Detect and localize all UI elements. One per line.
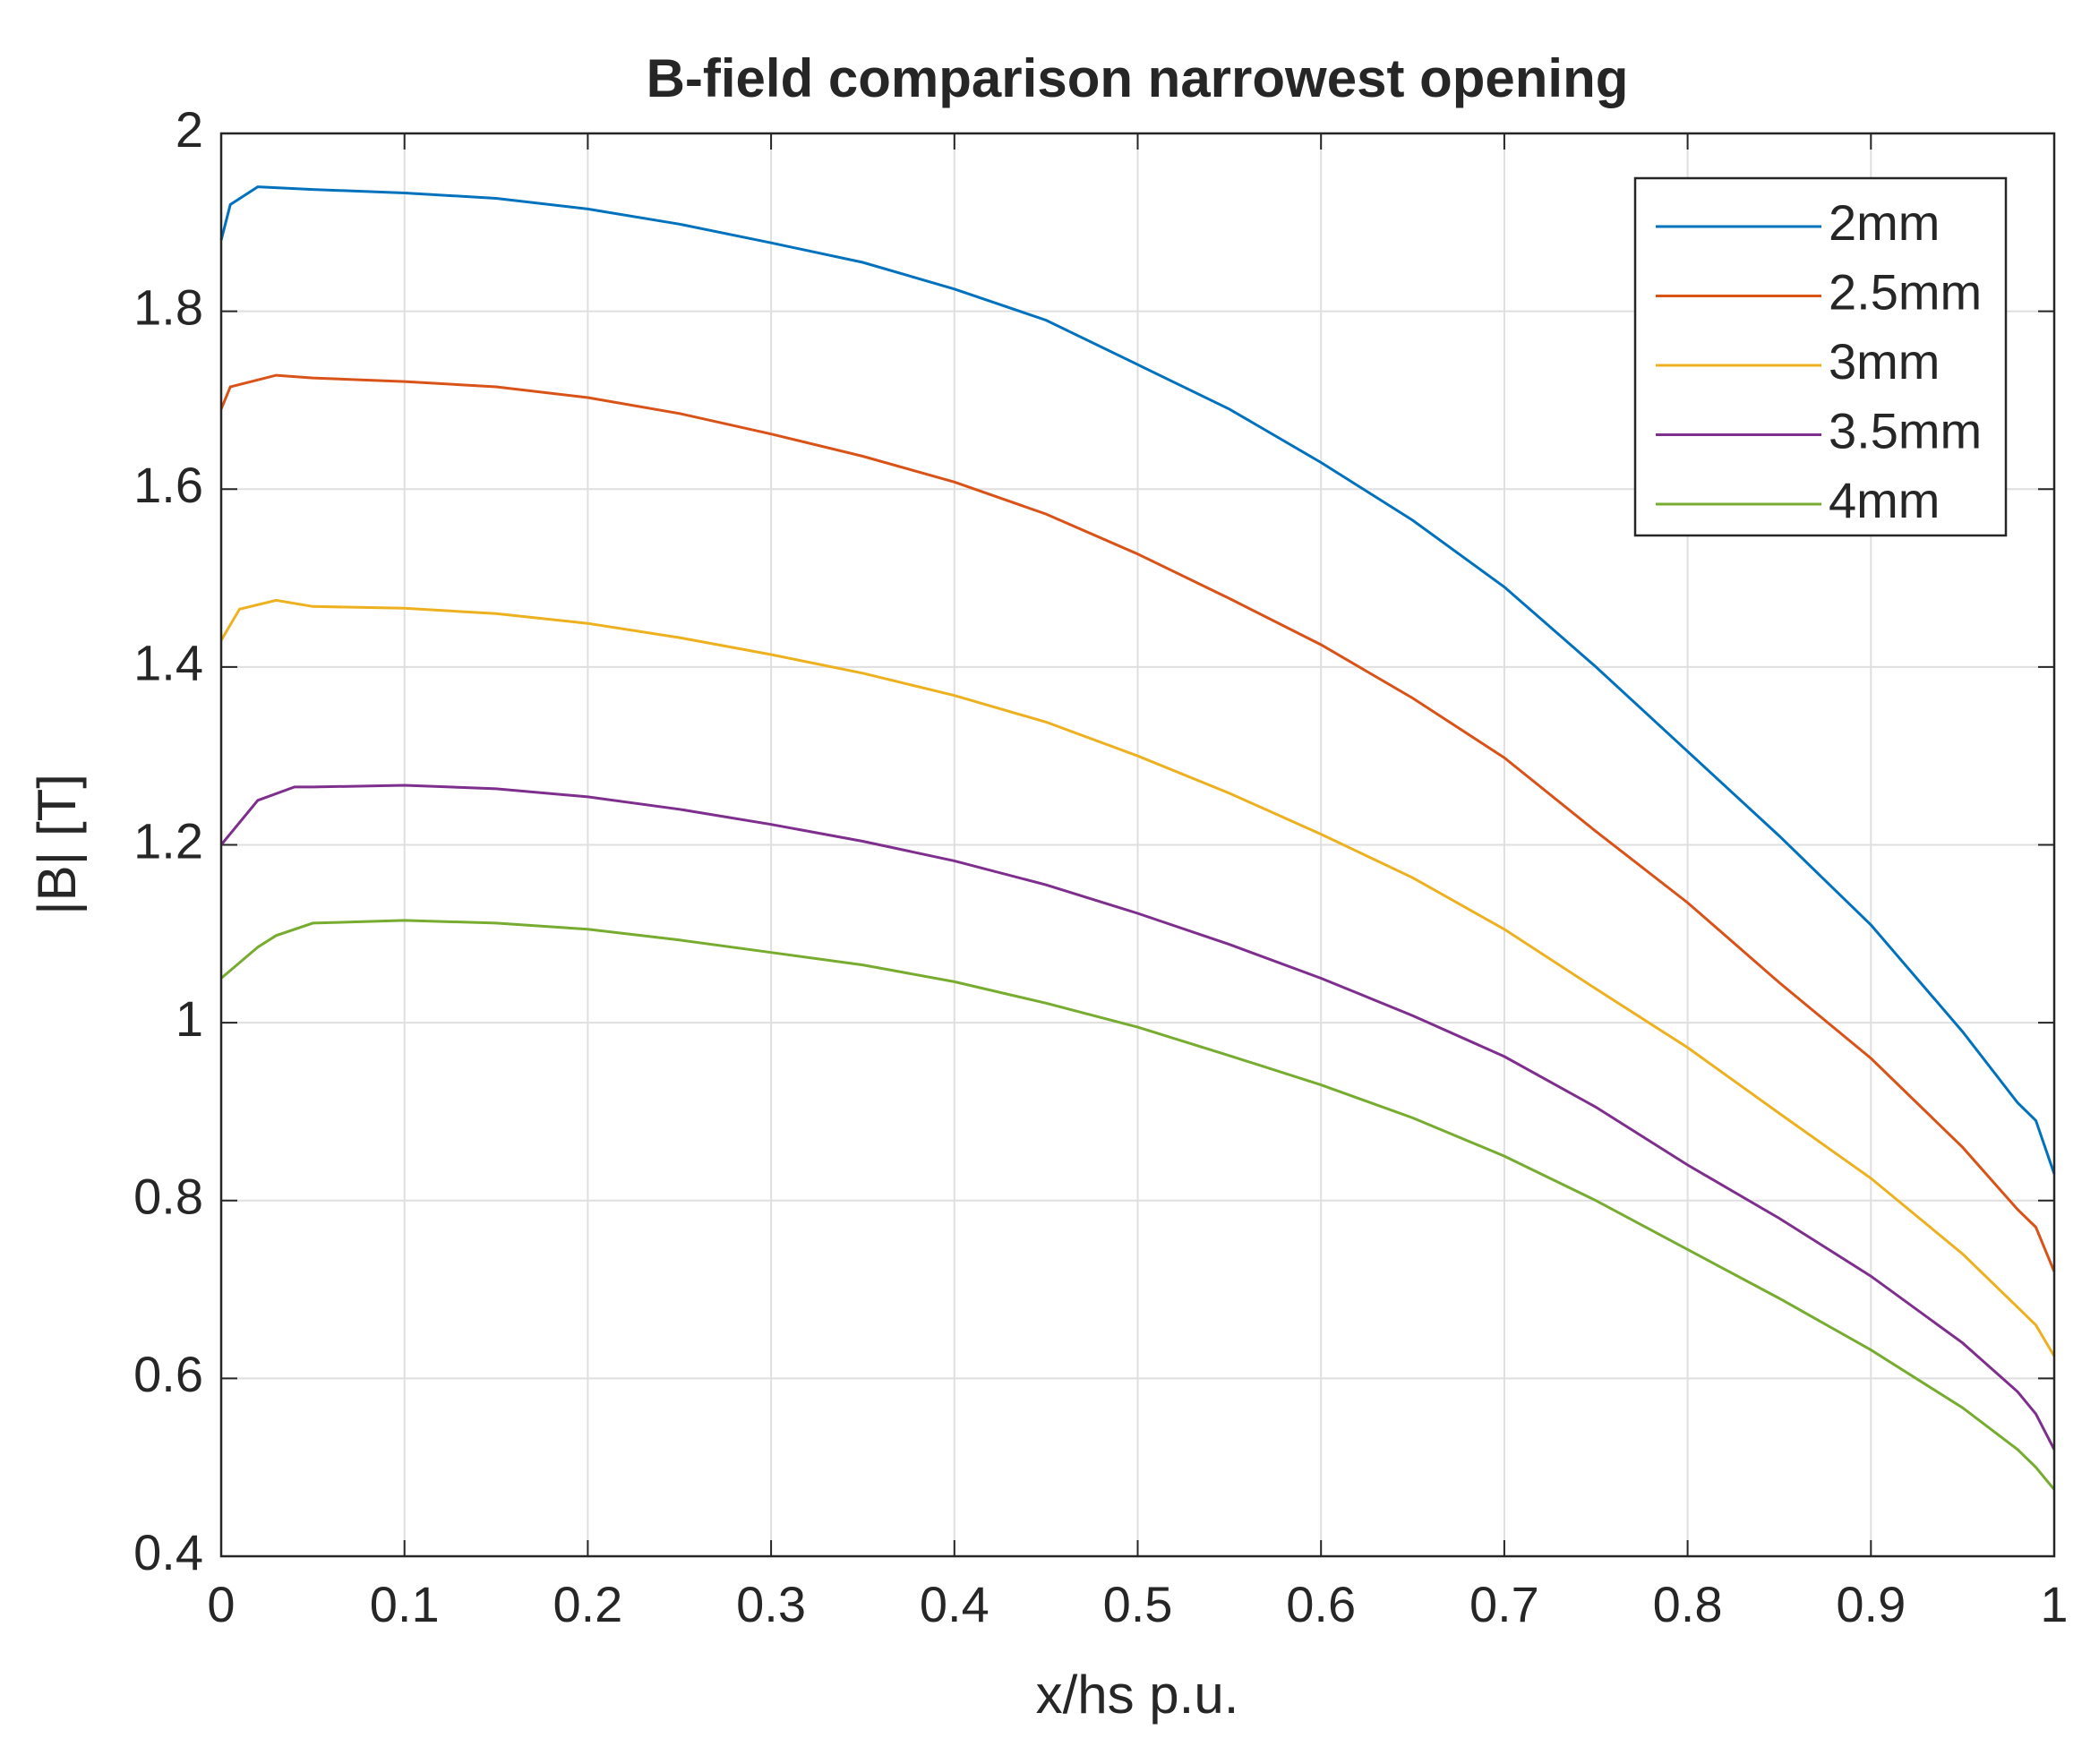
legend-label: 3.5mm: [1829, 402, 1982, 458]
legend-box: [1633, 176, 2008, 537]
x-tick-label: 0.1: [370, 1576, 440, 1632]
axes-box: [219, 132, 2056, 1558]
x-tick-label: 0.8: [1653, 1576, 1723, 1632]
y-tick-label: 0.6: [133, 1346, 203, 1402]
x-tick-label: 0.3: [736, 1576, 806, 1632]
chart-title: B-field comparison narrowest opening: [647, 48, 1629, 108]
line-series: [219, 373, 2056, 1272]
y-tick-label: 0.8: [133, 1169, 203, 1225]
x-axis-label: x/hs p.u.: [1036, 1665, 1239, 1725]
y-axis-label: |B| [T]: [27, 774, 87, 915]
x-tick-label: 0: [207, 1576, 235, 1632]
legend-label: 4mm: [1829, 472, 1940, 528]
y-tick-label: 2: [176, 101, 203, 158]
line-series: [219, 784, 2056, 1451]
legend: 2mm 2.5mm 3mm 3.5mm 4mm: [1633, 176, 2008, 537]
x-tick-label: 0.9: [1836, 1576, 1906, 1632]
line-series: [220, 919, 2056, 1491]
y-tick-label: 0.4: [133, 1524, 203, 1580]
y-tick-label: 1: [176, 990, 203, 1047]
y-tick-label: 1.8: [133, 278, 203, 335]
line-series: [219, 185, 2056, 1175]
legend-label: 2.5mm: [1829, 263, 1982, 320]
y-tick-label: 1.6: [133, 457, 203, 513]
x-tick-label: 0.5: [1103, 1576, 1173, 1632]
x-tick-label: 1: [2040, 1576, 2068, 1632]
y-tick-label: 1.2: [133, 812, 203, 869]
x-tick-label: 0.7: [1469, 1576, 1539, 1632]
legend-label: 2mm: [1829, 194, 1940, 251]
x-tick-label: 0.2: [553, 1576, 622, 1632]
x-tick-label: 0.4: [920, 1576, 990, 1632]
legend-label: 3mm: [1829, 333, 1940, 390]
y-tick-label: 1.4: [133, 635, 203, 691]
x-tick-label: 0.6: [1286, 1576, 1356, 1632]
line-series: [219, 598, 2056, 1357]
